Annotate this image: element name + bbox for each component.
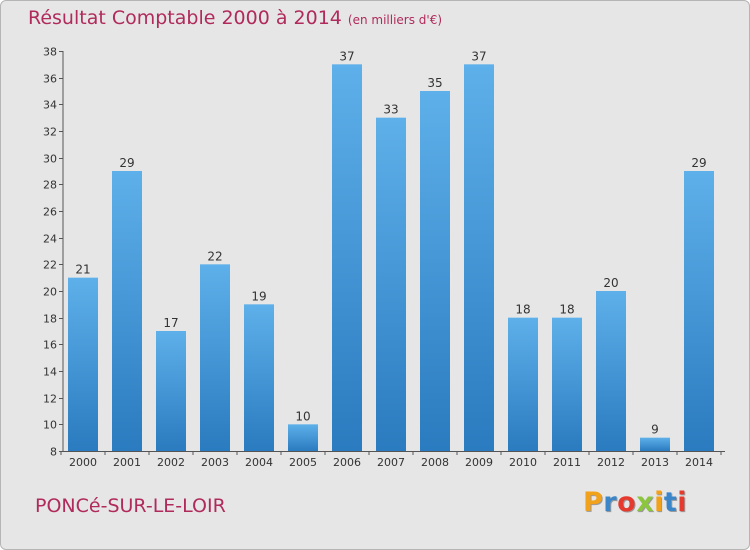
y-tick-label: 32 <box>43 126 57 139</box>
bar-value-label: 18 <box>559 303 574 317</box>
x-tick-label: 2011 <box>553 456 581 469</box>
y-tick-label: 36 <box>43 73 57 86</box>
chart-subtitle: (en milliers d'€) <box>347 13 443 27</box>
y-tick-label: 38 <box>43 46 57 59</box>
town-name: PONCé-SUR-LE-LOIR <box>35 495 226 517</box>
y-tick-label: 30 <box>43 153 57 166</box>
x-tick-label: 2002 <box>157 456 185 469</box>
x-tick-label: 2012 <box>597 456 625 469</box>
bar-value-label: 29 <box>691 156 706 170</box>
y-tick-label: 10 <box>43 419 57 432</box>
x-tick-label: 2004 <box>245 456 273 469</box>
y-tick-label: 26 <box>43 206 57 219</box>
bar-value-label: 35 <box>427 76 442 90</box>
bar <box>112 171 142 451</box>
bar <box>244 304 274 451</box>
x-tick-label: 2010 <box>509 456 537 469</box>
x-tick-label: 2001 <box>113 456 141 469</box>
bar <box>596 291 626 451</box>
brand-logo: Proxiti <box>583 487 687 518</box>
brand-letter: x <box>636 487 655 518</box>
bar-value-label: 19 <box>251 289 266 303</box>
bar <box>376 117 406 452</box>
x-tick-label: 2000 <box>69 456 97 469</box>
chart-title: Résultat Comptable 2000 à 2014 (en millie… <box>28 7 442 29</box>
x-tick-label: 2005 <box>289 456 317 469</box>
brand-letter: P <box>583 487 604 518</box>
x-tick-label: 2014 <box>685 456 713 469</box>
bar-value-label: 10 <box>295 409 310 423</box>
bar <box>684 171 714 451</box>
plot-area: 8 10 12 14 16 18 20 22 24 26 28 30 32 34 36 38 21 2000 29 2… <box>43 46 725 469</box>
brand-letter: i <box>677 487 688 518</box>
y-tick-label: 34 <box>43 99 57 112</box>
x-tick-label: 2007 <box>377 456 405 469</box>
bar-value-label: 21 <box>75 263 90 277</box>
bar-value-label: 18 <box>515 303 530 317</box>
bar-value-label: 29 <box>119 156 134 170</box>
x-tick-label: 2008 <box>421 456 449 469</box>
bar <box>464 64 494 452</box>
x-tick-label: 2013 <box>641 456 669 469</box>
bar <box>508 317 538 451</box>
bar-value-label: 9 <box>651 423 659 437</box>
y-tick-label: 28 <box>43 179 57 192</box>
bar <box>640 437 670 451</box>
y-tick-label: 12 <box>43 393 57 406</box>
bar <box>68 277 98 451</box>
bar-value-label: 22 <box>207 249 222 263</box>
x-tick-label: 2003 <box>201 456 229 469</box>
x-tick-label: 2009 <box>465 456 493 469</box>
y-tick-label: 18 <box>43 313 57 326</box>
bar <box>552 317 582 451</box>
brand-letter: o <box>617 487 637 518</box>
brand-letter: r <box>603 487 618 518</box>
brand-letter: t <box>663 487 678 518</box>
y-tick-label: 22 <box>43 259 57 272</box>
chart-title-text: Résultat Comptable 2000 à 2014 <box>28 7 342 29</box>
bar-value-label: 37 <box>339 49 354 63</box>
y-tick-label: 16 <box>43 339 57 352</box>
y-tick-label: 8 <box>50 446 57 459</box>
bar <box>288 424 318 451</box>
bar <box>420 91 450 451</box>
brand-letter: i <box>654 487 664 518</box>
bar <box>332 64 362 452</box>
bar-value-label: 17 <box>163 316 178 330</box>
bar-value-label: 20 <box>603 276 618 290</box>
bar <box>156 331 186 451</box>
y-tick-label: 20 <box>43 286 57 299</box>
x-tick-label: 2006 <box>333 456 361 469</box>
y-tick-label: 14 <box>43 366 57 379</box>
bar-value-label: 37 <box>471 49 486 63</box>
bar-value-label: 33 <box>383 103 398 117</box>
y-tick-label: 24 <box>43 233 57 246</box>
bar <box>200 264 230 451</box>
